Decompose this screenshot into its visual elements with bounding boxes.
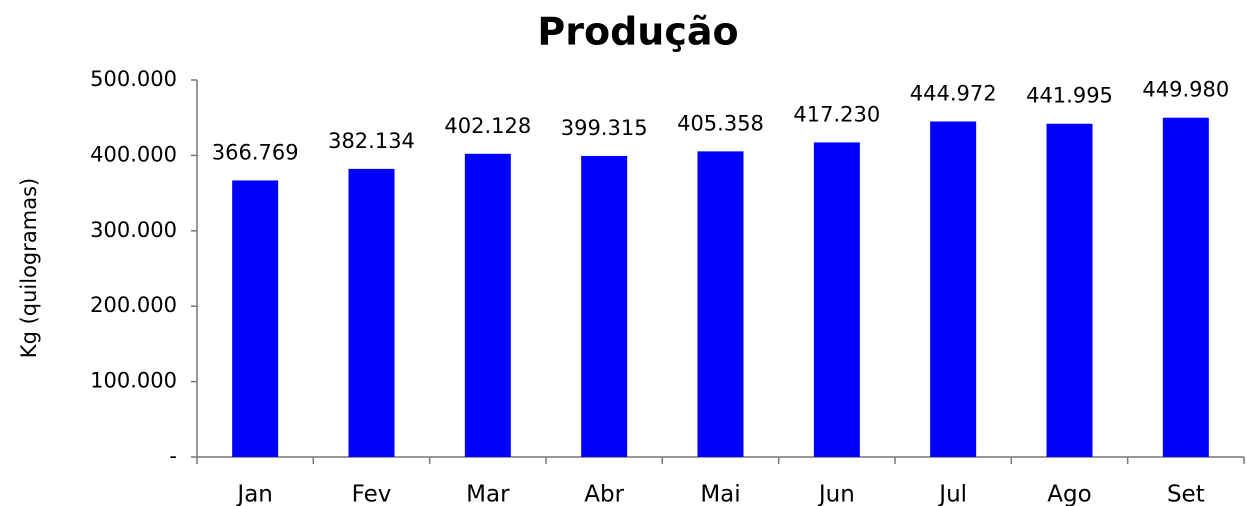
chart-title: Produção	[537, 10, 738, 54]
y-tick-label: 400.000	[90, 142, 177, 166]
data-label: 441.995	[1026, 84, 1113, 108]
y-tick-label: 300.000	[90, 218, 177, 242]
x-tick-label: Jul	[937, 482, 967, 506]
data-label: 382.134	[328, 129, 415, 153]
bar	[348, 168, 395, 457]
x-tick-label: Fev	[352, 482, 392, 506]
x-tick-label: Mai	[700, 482, 740, 506]
x-tick-label: Jun	[817, 482, 855, 506]
bar	[697, 151, 744, 458]
data-label: 449.980	[1142, 78, 1229, 102]
y-tick-label: 500.000	[90, 67, 177, 91]
data-label: 417.230	[793, 102, 880, 126]
data-label: 402.128	[444, 114, 531, 138]
data-label: 399.315	[561, 116, 648, 140]
data-label: 405.358	[677, 111, 764, 135]
y-tick-label: 100.000	[90, 369, 177, 393]
bar	[581, 155, 628, 457]
x-tick-label: Jan	[235, 482, 272, 506]
x-tick-label: Ago	[1047, 482, 1091, 506]
bar	[1046, 123, 1093, 457]
bar	[1162, 117, 1209, 457]
x-tick-label: Abr	[584, 482, 624, 506]
x-tick-label: Mar	[466, 482, 510, 506]
y-tick-label: -	[169, 444, 177, 468]
bar	[930, 121, 977, 457]
bar	[232, 180, 279, 457]
data-label: 366.769	[212, 140, 299, 164]
bar	[464, 153, 511, 458]
x-tick-label: Set	[1167, 482, 1205, 506]
y-tick-label: 200.000	[90, 293, 177, 317]
data-label: 444.972	[910, 81, 997, 105]
bar	[813, 142, 860, 458]
y-axis-label: Kg (quilogramas)	[17, 178, 41, 358]
